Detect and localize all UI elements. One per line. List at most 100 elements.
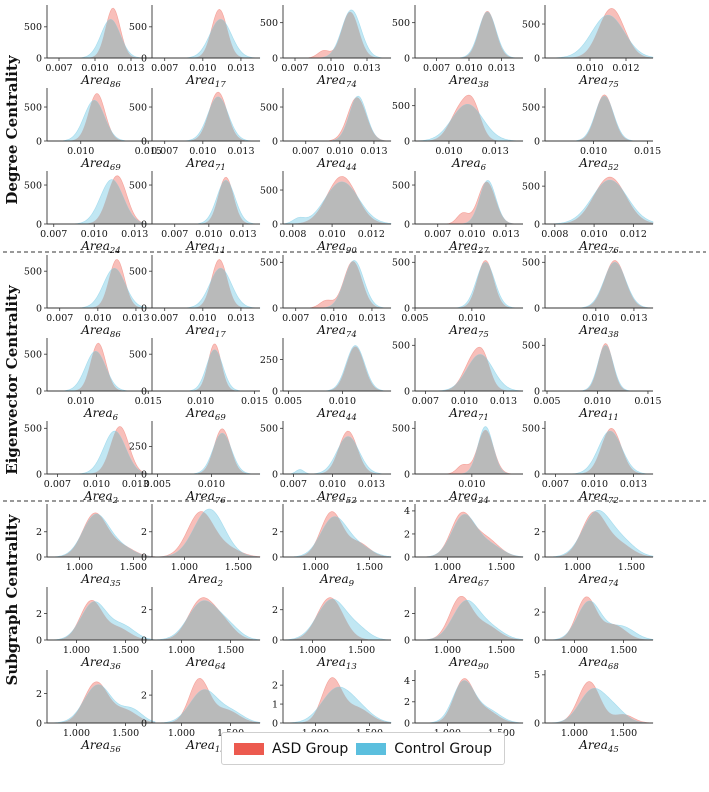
y-tick-label: 0 [141, 635, 147, 646]
y-tick-label: 0 [404, 386, 410, 397]
overlap-density-area [47, 268, 155, 308]
y-tick-label: 0 [404, 303, 410, 314]
y-tick-label: 0 [272, 718, 278, 729]
section-label: Degree Centrality [3, 54, 21, 205]
x-tick-label: 0.010 [326, 146, 353, 157]
overlap-density-area [415, 12, 523, 58]
y-tick-label: 2 [36, 689, 42, 700]
asd-density-area [415, 181, 524, 225]
y-tick-label: 0 [141, 552, 147, 563]
x-tick-label: 0.010 [576, 63, 603, 74]
overlap-density-area [415, 600, 523, 640]
y-tick-label: 0 [272, 136, 278, 147]
x-axis-label: Area75 [448, 323, 489, 340]
x-tick-label: 0.007 [282, 313, 309, 324]
x-tick-label: 0.007 [412, 396, 439, 407]
x-tick-label: 0.007 [151, 146, 178, 157]
y-tick-label: 0 [404, 718, 410, 729]
y-tick-label: 0 [534, 303, 540, 314]
x-tick-label: 0.005 [275, 396, 302, 407]
x-tick-label: 0.010 [84, 313, 111, 324]
x-tick-label: 1.500 [610, 728, 637, 739]
section-label: Eigenvector Centrality [3, 284, 21, 475]
control-density-area [415, 261, 524, 309]
x-tick-label: 0.013 [117, 63, 144, 74]
y-tick-label: 0 [534, 219, 540, 230]
overlap-density-area [545, 15, 653, 59]
control-density-area [283, 95, 392, 142]
y-tick-label: 0 [404, 469, 410, 480]
subplot-1-1-4: 0 500 0.005 0.010 0.015 Area11 [522, 338, 662, 423]
y-tick-label: 2 [404, 697, 410, 708]
x-axis-label: Area76 [185, 489, 226, 506]
x-tick-label: 0.010 [67, 396, 94, 407]
y-tick-label: 2 [404, 529, 410, 540]
overlap-density-area [152, 268, 260, 308]
x-axis-label: Area9 [319, 572, 355, 589]
y-tick-label: 0 [36, 136, 42, 147]
x-axis-label: Area90 [316, 239, 357, 256]
y-tick-label: 0 [141, 136, 147, 147]
x-tick-label: 0.007 [45, 63, 72, 74]
y-tick-label: 0 [36, 303, 42, 314]
x-tick-label: 0.010 [81, 229, 108, 240]
legend-swatch-asd [233, 742, 264, 755]
x-axis-label: Area86 [80, 323, 121, 340]
x-tick-label: 0.010 [584, 396, 611, 407]
asd-density-area [152, 176, 260, 225]
y-tick-label: 0 [272, 552, 278, 563]
x-axis-label: Area72 [578, 489, 619, 506]
y-tick-label: 0 [534, 53, 540, 64]
x-axis-label: Area71 [448, 406, 489, 423]
overlap-density-area [545, 262, 653, 308]
overlap-density-area [283, 97, 391, 141]
x-tick-label: 0.015 [241, 396, 268, 407]
x-axis-label: Area17 [185, 323, 226, 340]
legend-label-control: Control Group [394, 740, 492, 757]
overlap-density-area [152, 349, 260, 391]
x-axis-label: Area15 [185, 738, 226, 755]
x-tick-label: 1.500 [488, 562, 515, 573]
x-axis-label: Area6 [83, 406, 119, 423]
overlap-density-area [283, 516, 391, 557]
x-tick-label: 0.013 [620, 479, 647, 490]
overlap-density-area [283, 436, 391, 474]
y-tick-label: 500 [24, 102, 42, 113]
y-tick-label: 2 [534, 527, 540, 538]
x-tick-label: 0.010 [458, 479, 485, 490]
y-tick-label: 500 [129, 22, 147, 33]
x-tick-label: 0.008 [541, 229, 568, 240]
y-tick-label: 1 [272, 699, 278, 710]
y-tick-label: 0 [534, 136, 540, 147]
x-tick-label: 0.015 [634, 396, 661, 407]
x-tick-label: 0.013 [353, 63, 380, 74]
x-tick-label: 1.000 [63, 645, 90, 656]
subplot-0-1-4: 0 500 0.010 0.015 Area52 [522, 88, 661, 173]
y-tick-label: 500 [260, 18, 278, 29]
x-axis-label: Area2 [83, 489, 118, 506]
y-tick-label: 2 [404, 609, 410, 620]
overlap-density-area [545, 96, 653, 141]
y-tick-label: 500 [522, 341, 540, 352]
y-tick-label: 0 [534, 386, 540, 397]
overlap-density-area [47, 431, 155, 474]
y-tick-label: 0 [36, 386, 42, 397]
y-tick-label: 500 [260, 258, 278, 269]
x-tick-label: 0.013 [488, 63, 515, 74]
x-tick-label: 0.005 [533, 396, 560, 407]
y-tick-label: 0 [141, 53, 147, 64]
